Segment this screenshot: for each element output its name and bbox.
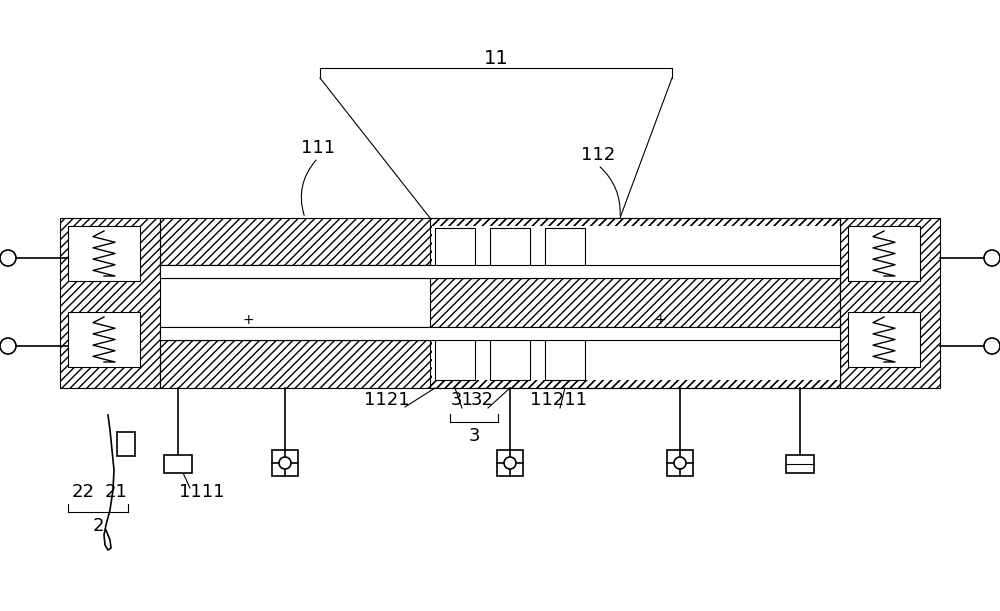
- Bar: [68, 312, 140, 367]
- Bar: [160, 327, 840, 340]
- Bar: [430, 218, 840, 388]
- Circle shape: [984, 338, 1000, 354]
- Bar: [490, 228, 530, 278]
- Bar: [545, 228, 585, 278]
- Bar: [272, 450, 298, 476]
- Bar: [160, 340, 840, 388]
- Bar: [68, 226, 140, 281]
- Bar: [430, 218, 840, 388]
- Circle shape: [279, 457, 291, 469]
- Bar: [435, 228, 475, 278]
- Text: 3: 3: [468, 427, 480, 445]
- Bar: [840, 218, 940, 388]
- Bar: [840, 218, 940, 388]
- Bar: [160, 340, 840, 388]
- Text: 112: 112: [581, 146, 615, 164]
- Bar: [435, 330, 475, 380]
- Bar: [160, 327, 840, 340]
- Bar: [786, 455, 814, 473]
- Text: 31: 31: [451, 391, 473, 409]
- Text: 111: 111: [301, 139, 335, 157]
- Text: +: +: [654, 313, 666, 327]
- Bar: [490, 330, 530, 380]
- Circle shape: [0, 250, 16, 266]
- Bar: [160, 218, 840, 265]
- Text: 32: 32: [471, 391, 494, 409]
- Bar: [497, 450, 523, 476]
- Circle shape: [0, 338, 16, 354]
- Bar: [848, 312, 920, 367]
- Bar: [432, 328, 840, 380]
- Text: 21: 21: [105, 483, 127, 501]
- Text: 1121: 1121: [364, 391, 410, 409]
- Text: 11211: 11211: [530, 391, 586, 409]
- Text: 11: 11: [484, 48, 508, 67]
- Text: 22: 22: [72, 483, 94, 501]
- Bar: [848, 226, 920, 281]
- Text: +: +: [242, 313, 254, 327]
- Bar: [432, 226, 840, 278]
- Bar: [160, 265, 840, 278]
- Bar: [60, 218, 160, 388]
- Bar: [60, 218, 160, 388]
- Text: 1111: 1111: [179, 483, 225, 501]
- Circle shape: [674, 457, 686, 469]
- Bar: [545, 330, 585, 380]
- Circle shape: [984, 250, 1000, 266]
- Bar: [160, 265, 840, 278]
- Text: 2: 2: [92, 517, 104, 535]
- Bar: [160, 218, 840, 265]
- Bar: [667, 450, 693, 476]
- Circle shape: [504, 457, 516, 469]
- Bar: [164, 455, 192, 473]
- Bar: [117, 432, 135, 456]
